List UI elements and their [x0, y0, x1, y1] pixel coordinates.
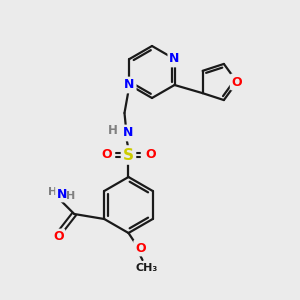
Text: CH₃: CH₃: [135, 263, 158, 273]
Text: H: H: [48, 187, 57, 197]
Text: O: O: [135, 242, 146, 254]
Text: S: S: [123, 148, 134, 163]
Text: H: H: [107, 124, 117, 136]
Text: H: H: [66, 191, 75, 201]
Text: N: N: [124, 79, 135, 92]
Text: N: N: [123, 127, 134, 140]
Text: O: O: [101, 148, 112, 161]
Text: O: O: [232, 76, 242, 88]
Text: O: O: [53, 230, 64, 244]
Text: N: N: [169, 52, 180, 65]
Text: N: N: [57, 188, 68, 200]
Text: O: O: [145, 148, 156, 161]
